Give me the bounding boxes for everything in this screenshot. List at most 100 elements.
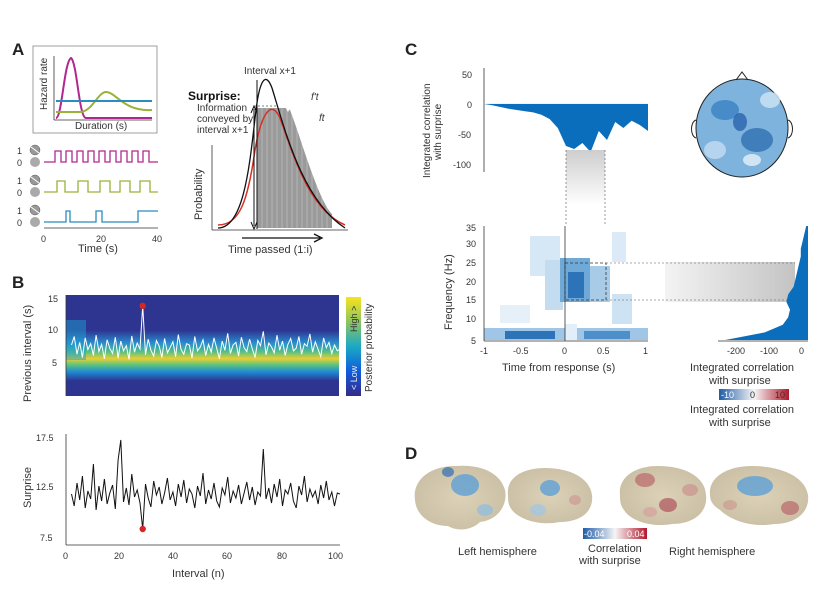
blank-icon-2 <box>30 187 40 197</box>
xtick-0: 0 <box>63 551 68 561</box>
surprise-ytick-7-5: 7.5 <box>40 533 53 543</box>
d-cbar-min: -0.04 <box>584 529 605 539</box>
side-xtick-m200: -200 <box>727 346 745 356</box>
c-cbar-label-1: Integrated correlation <box>690 404 794 416</box>
xtick-20: 20 <box>114 551 124 561</box>
c-top-ylabel-2: with surprise <box>433 103 444 161</box>
posterior-heatmap <box>66 295 339 396</box>
heat-ylabel: Previous interval (s) <box>22 305 34 402</box>
surprise-desc-3: interval x+1 <box>197 125 249 136</box>
xtick-60: 60 <box>222 551 232 561</box>
hazard-xlabel: Duration (s) <box>75 121 127 132</box>
freq-ytick-5: 5 <box>471 336 476 346</box>
interval-xlabel: Interval (n) <box>172 568 225 580</box>
c-xtick-1: 1 <box>643 346 648 356</box>
side-xtick-m100: -100 <box>760 346 778 356</box>
correlation-frequency-area <box>725 226 808 340</box>
colorbar-low: < Low <box>349 365 359 390</box>
sequence-olive <box>44 180 158 193</box>
surprise-desc-1: Information <box>197 103 247 114</box>
blank-icon-1 <box>30 157 40 167</box>
freq-ytick-20: 20 <box>466 277 476 287</box>
c-colorbar <box>719 389 789 400</box>
side-xlabel-2: with surprise <box>708 375 771 387</box>
d-colorbar <box>583 528 647 539</box>
surprise-ytick-17-5: 17.5 <box>36 433 54 443</box>
side-xlabel-1: Integrated correlation <box>690 362 794 374</box>
heat-ytick-15: 15 <box>48 294 58 304</box>
d-cbar-max: 0.04 <box>627 529 645 539</box>
surprise-desc-2: conveyed by <box>197 114 253 125</box>
seq-level-0b: 0 <box>17 188 22 198</box>
side-xtick-0: 0 <box>799 346 804 356</box>
c-cbar-min: -10 <box>721 390 734 400</box>
histogram-mask-right <box>270 104 332 214</box>
brain-left-lateral <box>414 465 506 530</box>
surprise-ylabel: Surprise <box>22 467 34 508</box>
c-top-ytick-0: 0 <box>467 100 472 110</box>
seq-xlabel: Time (s) <box>78 243 118 255</box>
c-xtick-0: 0 <box>562 346 567 356</box>
c-cbar-label-2: with surprise <box>708 417 771 429</box>
d-cbar-label-1: Correlation <box>588 543 642 555</box>
freq-ytick-30: 30 <box>466 239 476 249</box>
seq-level-0a: 0 <box>17 158 22 168</box>
panel-d-letter: D <box>405 444 417 463</box>
f-prime-label: f't <box>311 92 320 103</box>
frequency-band <box>665 262 795 302</box>
seq-xtick-0: 0 <box>41 234 46 244</box>
interval-label: Interval x+1 <box>244 66 296 77</box>
xtick-100: 100 <box>328 551 343 561</box>
sequence-blue <box>44 210 158 223</box>
sequence-rows: 1 0 1 0 1 0 <box>17 144 158 228</box>
seq-level-1c: 1 <box>17 206 22 216</box>
freq-ytick-35: 35 <box>466 223 476 233</box>
curve-ft <box>217 78 346 229</box>
previous-interval-line <box>71 305 341 360</box>
c-top-ytick-50: 50 <box>462 70 472 80</box>
d-cbar-label-2: with surprise <box>578 555 641 567</box>
curve-ft-prime <box>217 108 346 226</box>
colorbar-high: High > <box>349 306 359 332</box>
c-top-ylabel-1: Integrated correlation <box>422 83 433 178</box>
xtick-80: 80 <box>277 551 287 561</box>
blank-icon-3 <box>30 217 40 227</box>
seq-level-0c: 0 <box>17 218 22 228</box>
f-label: ft <box>319 113 326 124</box>
seq-xtick-40: 40 <box>152 234 162 244</box>
panel-b-letter: B <box>12 273 24 292</box>
heat-ytick-10: 10 <box>48 325 58 335</box>
panel-a-letter: A <box>12 40 24 59</box>
posterior-colorbar <box>346 297 361 396</box>
c-xtick-m0-5: -0.5 <box>513 346 529 356</box>
freq-ytick-15: 15 <box>466 295 476 305</box>
brain-right-medial <box>619 466 707 526</box>
freq-ylabel: Frequency (Hz) <box>443 254 455 330</box>
hazard-curve-olive <box>56 90 153 113</box>
heat-ytick-5: 5 <box>52 358 57 368</box>
freq-ytick-10: 10 <box>466 314 476 324</box>
c-cbar-max: 10 <box>775 390 785 400</box>
c-top-ytick-m50: -50 <box>458 130 471 140</box>
freq-ytick-25: 25 <box>466 258 476 268</box>
colorbar-label: Posterior probability <box>364 304 375 392</box>
time-frequency-map <box>484 226 648 341</box>
right-hemisphere-label: Right hemisphere <box>669 546 755 558</box>
prob-ylabel: Probability <box>193 168 205 220</box>
time-passed-label: Time passed (1:i) <box>228 244 313 256</box>
surprise-title: Surprise: <box>188 89 241 103</box>
c-cbar-mid: 0 <box>750 390 755 400</box>
seq-xtick-20: 20 <box>96 234 106 244</box>
c-xtick-0-5: 0.5 <box>597 346 610 356</box>
c-top-ytick-m100: -100 <box>453 160 471 170</box>
c-xtick-m1: -1 <box>480 346 488 356</box>
surprise-ytick-12-5: 12.5 <box>36 482 54 492</box>
correlation-time-area <box>484 104 648 152</box>
brain-left-medial <box>507 468 593 524</box>
seq-level-1a: 1 <box>17 146 22 156</box>
sequence-magenta <box>44 150 158 163</box>
previous-interval-highlight-dot <box>139 302 146 310</box>
scalp-topography <box>691 71 793 178</box>
hazard-ylabel: Hazard rate <box>39 57 50 110</box>
